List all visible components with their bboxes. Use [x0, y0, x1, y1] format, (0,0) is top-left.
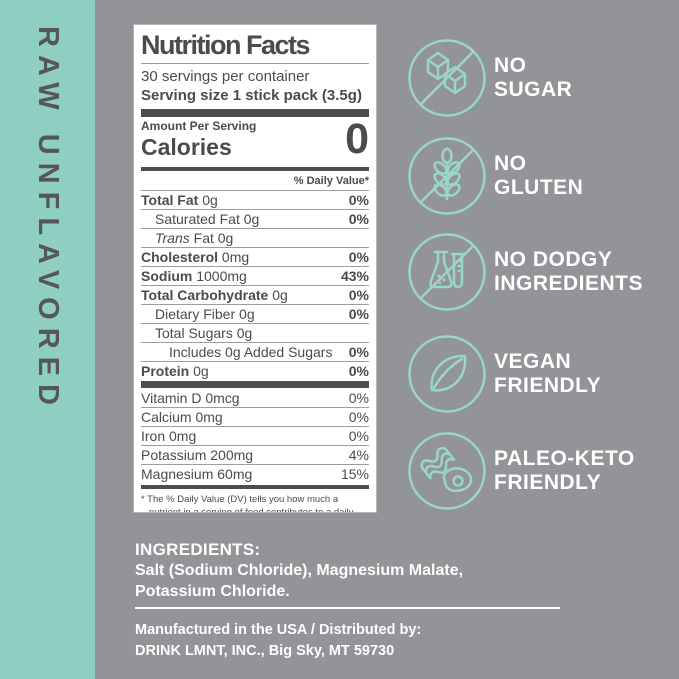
calories-value: 0: [345, 115, 369, 163]
nutrient-row-sodium: Sodium 1000mg 43%: [141, 266, 369, 284]
manufactured-line: Manufactured in the USA / Distributed by…: [135, 622, 422, 638]
no-dodgy-ingredients-icon: [408, 233, 486, 311]
medium-bar: [141, 485, 369, 489]
ingredients-block: INGREDIENTS: Salt (Sodium Chloride), Mag…: [135, 539, 505, 602]
amount-per-serving-label: Amount Per Serving: [141, 119, 257, 133]
nutrient-row-iron: Iron 0mg 0%: [141, 426, 369, 444]
manufacturer-block: Manufactured in the USA / Distributed by…: [135, 620, 421, 662]
nutrient-row-added-sugars: Includes 0g Added Sugars 0%: [141, 342, 369, 361]
daily-value-header: % Daily Value*: [293, 175, 369, 187]
divider: [135, 607, 560, 609]
claim-paleo-keto-friendly: PALEO-KETO FRIENDLY: [407, 431, 679, 511]
nutrient-row-calcium: Calcium 0mg 0%: [141, 407, 369, 425]
nutrient-row-saturated-fat: Saturated Fat 0g 0%: [141, 209, 369, 228]
nutrient-row-total-sugars: Total Sugars 0g: [141, 323, 369, 342]
daily-value-footnote: * The % Daily Value (DV) tells you how m…: [141, 494, 354, 513]
divider: [141, 63, 369, 64]
nutrient-row-trans-fat: Trans Fat 0g: [141, 228, 369, 247]
nutrient-row-cholesterol: Cholesterol 0mg 0%: [141, 247, 369, 265]
claim-no-dodgy-ingredients: NO DODGY INGREDIENTS: [407, 232, 679, 312]
ingredients-text: Salt (Sodium Chloride), Magnesium Malate…: [135, 562, 464, 600]
calories-block: Amount Per Serving Calories 0: [141, 117, 369, 165]
nutrient-row-total-carbohydrate: Total Carbohydrate 0g 0%: [141, 285, 369, 303]
nutrient-row-vitamin-d: Vitamin D 0mcg 0%: [141, 390, 369, 406]
claim-text: NO SUGAR: [494, 54, 573, 101]
claim-text: NO GLUTEN: [494, 152, 584, 199]
flavor-name: RAW UNFLAVORED: [32, 26, 64, 413]
nutrient-row-potassium: Potassium 200mg 4%: [141, 445, 369, 463]
ingredients-heading: INGREDIENTS:: [135, 540, 261, 559]
claim-no-sugar: NO SUGAR: [407, 38, 679, 118]
claim-vegan-friendly: VEGAN FRIENDLY: [407, 334, 679, 414]
servings-per-container: 30 servings per container: [141, 68, 310, 85]
thick-bar: [141, 381, 369, 388]
claim-text: PALEO-KETO FRIENDLY: [494, 447, 635, 494]
nutrient-row-dietary-fiber: Dietary Fiber 0g 0%: [141, 304, 369, 323]
no-gluten-icon: [408, 137, 486, 215]
distributor-line: DRINK LMNT, INC., Big Sky, MT 59730: [135, 643, 395, 659]
claim-text: NO DODGY INGREDIENTS: [494, 248, 644, 295]
nutrition-facts-panel: Nutrition Facts 30 servings per containe…: [133, 24, 377, 513]
nutrient-row-magnesium: Magnesium 60mg 15%: [141, 464, 369, 482]
vegan-friendly-icon: [408, 335, 486, 413]
nutrition-facts-title: Nutrition Facts: [141, 30, 311, 60]
claim-text: VEGAN FRIENDLY: [494, 350, 602, 397]
medium-bar: [141, 167, 369, 171]
thick-bar: [141, 109, 369, 117]
claim-no-gluten: NO GLUTEN: [407, 136, 679, 216]
calories-label: Calories: [141, 134, 232, 160]
no-sugar-icon: [408, 39, 486, 117]
nutrient-row-protein: Protein 0g 0%: [141, 361, 369, 379]
serving-size: Serving size 1 stick pack (3.5g): [141, 87, 362, 104]
paleo-keto-friendly-icon: [408, 432, 486, 510]
nutrient-row-total-fat: Total Fat 0g 0%: [141, 190, 369, 208]
flavor-sidebar: RAW UNFLAVORED: [0, 0, 95, 679]
